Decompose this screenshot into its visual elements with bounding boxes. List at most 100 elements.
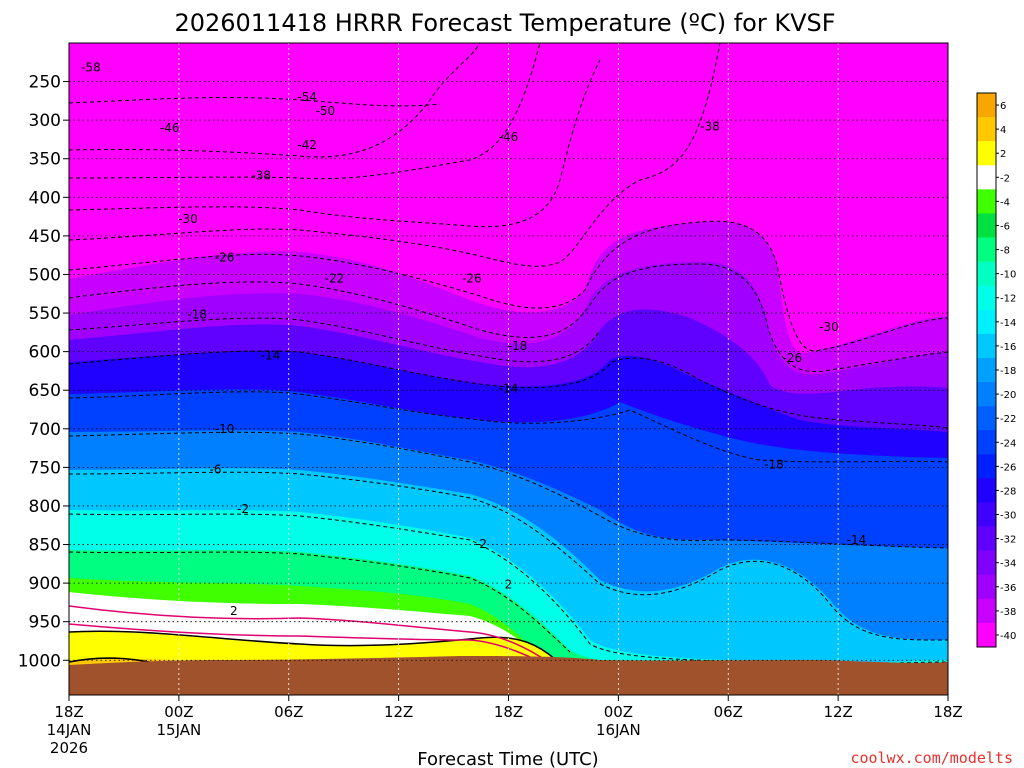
contour-label: -18 — [187, 308, 207, 322]
colorbar-swatch — [977, 526, 996, 551]
credit-text: coolwx.com/modelts — [850, 749, 1013, 767]
contour-label: -22 — [325, 271, 345, 285]
contour-label: -6 — [210, 463, 222, 477]
y-tick-label: 850 — [29, 536, 61, 556]
x-tick-label: 06Z — [274, 703, 303, 721]
colorbar-label: -36 — [1000, 583, 1016, 594]
y-tick-label: 700 — [29, 420, 61, 440]
colorbar-label: -22 — [1000, 414, 1016, 425]
colorbar-swatch — [977, 622, 996, 648]
colorbar-label: -2 — [1000, 173, 1010, 184]
colorbar-label: 6 — [1000, 101, 1006, 112]
colorbar-swatch — [977, 237, 996, 262]
x-tick-label: 18Z — [494, 703, 523, 721]
y-tick-label: 1000 — [18, 651, 61, 671]
colorbar-swatch — [977, 357, 996, 383]
contour-label: -54 — [297, 90, 317, 104]
y-axis-pressure: 250 300 350 400 450 500 550 600 650 700 750 800 850 9… — [18, 73, 69, 671]
contour-label: -14 — [499, 382, 519, 396]
colorbar-label: -4 — [1000, 197, 1010, 208]
contour-label: 2 — [230, 604, 238, 618]
colorbar-swatch — [977, 333, 996, 359]
colorbar-label: -10 — [1000, 270, 1016, 281]
colorbar-swatch — [977, 309, 996, 335]
contour-label: -18 — [508, 339, 528, 353]
contour-label: -30 — [178, 212, 198, 226]
colorbar-swatch — [977, 478, 996, 503]
contour-label: 2 — [505, 578, 513, 592]
colorbar-label: -14 — [1000, 318, 1016, 329]
x-tick-label: 12Z — [823, 703, 852, 721]
x-tick-label: 14JAN — [47, 721, 92, 739]
contour-lines — [69, 43, 948, 665]
contour-label: -26 — [462, 271, 482, 285]
colorbar-swatch — [977, 285, 996, 311]
contour-label: -26 — [783, 351, 803, 365]
contour-label: -38 — [251, 169, 271, 183]
x-tick-label: 12Z — [384, 703, 413, 721]
x-axis-label: Forecast Time (UTC) — [417, 749, 598, 768]
colorbar-swatch — [977, 213, 996, 238]
x-tick-label: 18Z — [933, 703, 962, 721]
colorbar-swatch — [977, 406, 996, 431]
y-tick-label: 800 — [29, 497, 61, 517]
y-tick-label: 250 — [29, 73, 61, 93]
contour-label: -26 — [215, 251, 235, 265]
colorbar-label: -30 — [1000, 511, 1016, 522]
contour-labels: -58-54-50-46-46-42-38-38-30-26-26-26-22-… — [81, 61, 867, 618]
contour-label: -10 — [215, 422, 235, 436]
x-tick-label: 16JAN — [596, 721, 641, 739]
ground-terrain — [69, 656, 948, 695]
y-tick-label: 900 — [29, 574, 61, 594]
colorbar-label: -16 — [1000, 342, 1016, 353]
colorbar-swatch — [977, 502, 996, 527]
y-tick-label: 950 — [29, 613, 61, 633]
colorbar-label: -8 — [1000, 246, 1010, 257]
y-tick-label: 600 — [29, 343, 61, 363]
colorbar-label: -26 — [1000, 462, 1016, 473]
colorbar-label: -34 — [1000, 559, 1016, 570]
y-tick-label: 500 — [29, 265, 61, 285]
contour-label: -46 — [499, 130, 519, 144]
y-tick-label: 350 — [29, 150, 61, 170]
colorbar-label: -24 — [1000, 438, 1016, 449]
contour-label: -14 — [261, 348, 281, 362]
y-tick-label: 750 — [29, 458, 61, 478]
y-tick-label: 450 — [29, 227, 61, 247]
colorbar-swatch — [977, 430, 996, 455]
colorbar-label: -32 — [1000, 535, 1016, 546]
colorbar-swatch — [977, 165, 996, 190]
contour-label: -2 — [475, 537, 487, 551]
colorbar-swatch — [977, 382, 996, 407]
contour-label: -58 — [81, 61, 101, 75]
colorbar-swatch — [977, 93, 996, 118]
contour-label: -50 — [316, 104, 336, 118]
contour-label: -46 — [160, 121, 180, 135]
colorbar-swatch — [977, 261, 996, 286]
colorbar: 6 4 2 -2 -4 -6 -8 -10 -12 -14 -16 -18 -20 -22 -24 -26 -2… — [976, 92, 1016, 648]
colorbar-swatch — [977, 598, 996, 624]
colorbar-label: -20 — [1000, 390, 1016, 401]
colorbar-label: -6 — [1000, 221, 1010, 232]
y-tick-label: 300 — [29, 111, 61, 131]
colorbar-label: 2 — [1000, 149, 1006, 160]
y-tick-label: 400 — [29, 188, 61, 208]
grid-lines — [69, 43, 948, 695]
contour-label: -18 — [764, 457, 784, 471]
colorbar-swatch — [977, 574, 996, 600]
x-tick-label: 18Z — [54, 703, 83, 721]
colorbar-label: -28 — [1000, 486, 1016, 497]
x-tick-label: 00Z — [164, 703, 193, 721]
x-tick-label: 06Z — [714, 703, 743, 721]
colorbar-label: -12 — [1000, 294, 1016, 305]
colorbar-label: 4 — [1000, 125, 1006, 136]
colorbar-swatch — [977, 189, 996, 214]
contour-label: -14 — [847, 533, 867, 547]
colorbar-label: -18 — [1000, 366, 1016, 377]
y-tick-label: 550 — [29, 304, 61, 324]
contour-label: -38 — [700, 119, 720, 133]
x-tick-label: 2026 — [50, 739, 88, 757]
contour-label: -42 — [297, 138, 317, 152]
contour-label: -30 — [819, 320, 839, 334]
